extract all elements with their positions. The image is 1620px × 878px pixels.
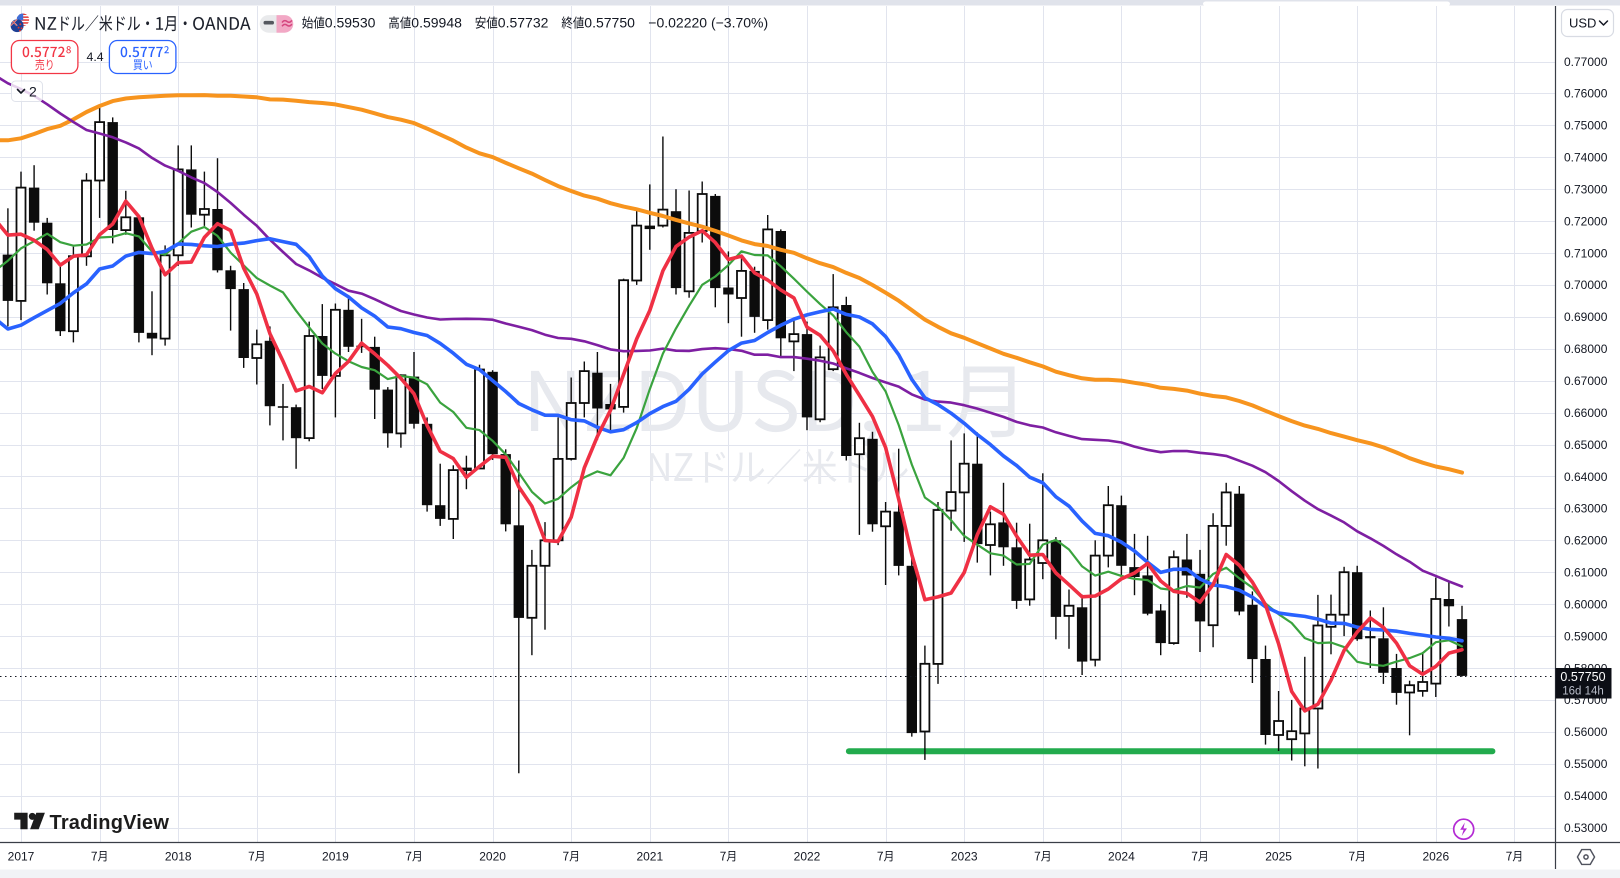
svg-text:2020: 2020 [479,850,506,864]
svg-text:2019: 2019 [322,850,349,864]
svg-text:0.72000: 0.72000 [1564,214,1608,228]
svg-text:0.62000: 0.62000 [1564,534,1608,548]
svg-text:0.74000: 0.74000 [1564,151,1608,165]
svg-text:0.69000: 0.69000 [1564,310,1608,324]
svg-text:2026: 2026 [1422,850,1449,864]
svg-text:0.59000: 0.59000 [1564,629,1608,643]
svg-text:0.59530: 0.59530 [325,15,376,31]
svg-text:0.66000: 0.66000 [1564,406,1608,420]
svg-text:2: 2 [29,84,37,100]
svg-text:0.64000: 0.64000 [1564,470,1608,484]
svg-text:0.57750: 0.57750 [1560,670,1605,684]
svg-text:0.55000: 0.55000 [1564,757,1608,771]
svg-text:0.77000: 0.77000 [1564,55,1608,69]
svg-text:0.63000: 0.63000 [1564,502,1608,516]
svg-text:0.76000: 0.76000 [1564,87,1608,101]
svg-text:0.60000: 0.60000 [1564,597,1608,611]
svg-text:0.56000: 0.56000 [1564,725,1608,739]
svg-text:0.68000: 0.68000 [1564,342,1608,356]
svg-text:0.67000: 0.67000 [1564,374,1608,388]
svg-text:USD: USD [1569,16,1596,31]
svg-text:16d 14h: 16d 14h [1562,686,1604,698]
svg-text:0.61000: 0.61000 [1564,566,1608,580]
svg-text:2017: 2017 [8,850,35,864]
svg-text:TradingView: TradingView [50,812,170,834]
svg-text:0.57750: 0.57750 [584,15,635,31]
svg-text:2018: 2018 [165,850,192,864]
svg-text:2021: 2021 [636,850,663,864]
svg-text:4.4: 4.4 [87,50,104,64]
svg-text:0.54000: 0.54000 [1564,789,1608,803]
svg-text:2024: 2024 [1108,850,1135,864]
svg-text:0.57732: 0.57732 [498,15,549,31]
svg-text:0.71000: 0.71000 [1564,246,1608,260]
svg-text:0.70000: 0.70000 [1564,278,1608,292]
svg-text:2023: 2023 [951,850,978,864]
svg-text:0.59948: 0.59948 [411,15,462,31]
svg-text:0.65000: 0.65000 [1564,438,1608,452]
svg-text:2025: 2025 [1265,850,1292,864]
svg-text:−0.02220 (−3.70%): −0.02220 (−3.70%) [648,15,768,31]
svg-text:0.53000: 0.53000 [1564,821,1608,835]
svg-text:2022: 2022 [794,850,821,864]
svg-text:0.75000: 0.75000 [1564,119,1608,133]
svg-text:0.73000: 0.73000 [1564,183,1608,197]
